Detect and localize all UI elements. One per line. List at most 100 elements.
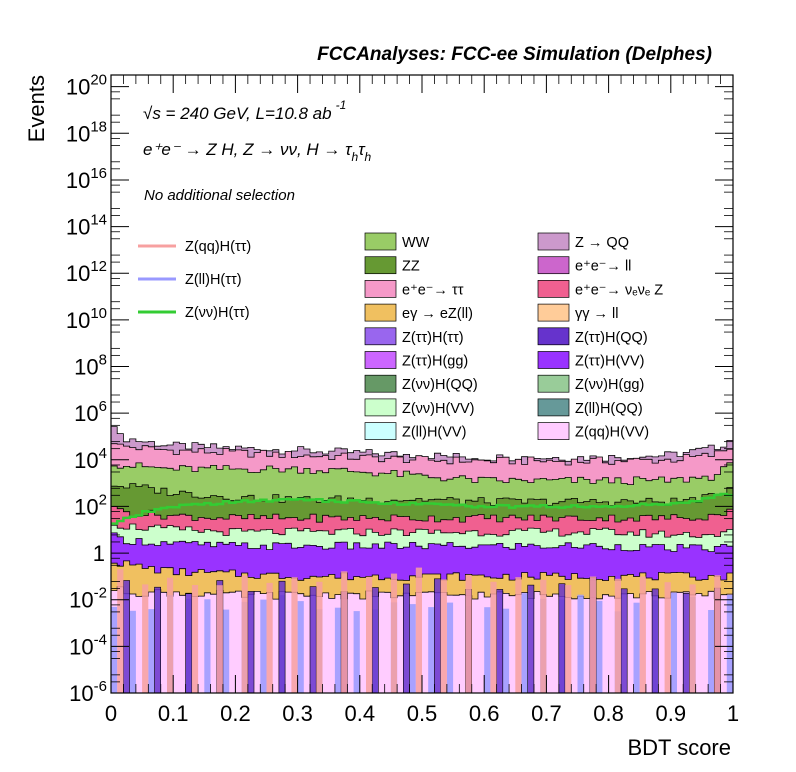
svg-text:e⁺e⁻ → Z H, Z → νν, H → τhτh: e⁺e⁻ → Z H, Z → νν, H → τhτh [143,140,372,164]
spike-1-67 [527,584,535,693]
spike-0-24 [260,599,267,693]
spike-2-37 [341,571,348,693]
spike-1-2 [123,580,130,693]
y-tick-label: 1012 [66,258,107,286]
spike-2-61 [490,581,497,693]
x-tick-label: 0.5 [407,701,438,726]
spike-1-7 [154,586,161,693]
spike-2-85 [639,576,646,693]
x-tick-label: 1 [727,701,739,726]
x-tick-label: 0.9 [656,701,687,726]
x-tick-label: 0.4 [345,701,376,726]
y-tick-label: 104 [74,445,107,473]
spike-1-12 [185,593,193,693]
legend-swatch-r5 [537,351,570,369]
legend-label-r4: Z(ττ)H(QQ) [575,330,648,346]
y-tick-label: 1018 [66,118,107,146]
y-tick-label: 106 [74,398,107,426]
legend-label-r7: Z(ll)H(QQ) [575,401,643,417]
annotation-process: e⁺e⁻ → Z H, Z → νν, H → τhτh [143,140,372,164]
legend-label-r0: Z → QQ [575,235,629,251]
spike-0-48 [409,604,416,693]
legend-swatch-r7 [537,398,570,417]
spike-2-93 [689,584,696,693]
x-tick-label: 0.3 [282,701,313,726]
legend-swatch-r6 [537,374,570,393]
y-tick-label: 102 [74,491,107,519]
spike-2-57 [465,575,472,693]
chart-title: FCCAnalyses: FCC-ee Simulation (Delphes) [317,44,712,65]
y-tick-label: 10-2 [69,585,107,613]
spike-1-32 [309,586,317,693]
spike-0-18 [223,609,230,693]
legend-swatch-r0 [537,232,570,251]
legend-swatch-l6 [364,374,397,393]
spike-0-84 [633,602,640,693]
y-tick-label: 1010 [66,305,107,333]
legend-swatch-r8 [537,422,570,440]
spike-2-97 [714,575,721,693]
spike-1-27 [278,580,286,693]
spike-0-78 [596,600,603,693]
spike-0-15 [204,599,211,693]
y-axis-ticks: 1020 1018 1016 1014 1012 1010 108 106 104 102 1 10-… [66,72,733,706]
spike-2-9 [167,577,174,693]
spike-0-51 [428,607,435,693]
spike-2-41 [366,576,373,693]
process-text: e⁺e⁻ → Z H, Z → νν, H → τ [143,140,353,159]
spike-0-3 [129,610,136,693]
spike-0-63 [502,608,510,693]
y-tick-label: 1 [93,541,105,566]
spike-2-13 [191,585,199,693]
x-tick-label: 0.1 [158,701,189,726]
spike-0-39 [353,611,360,693]
spike-2-45 [390,573,398,693]
legend-swatch-r2 [537,280,570,298]
spike-2-29 [291,577,298,693]
legend-label-l5: Z(ττ)H(gg) [402,354,468,370]
y-tick-label: 10-6 [69,678,107,706]
spike-0-66 [521,593,528,693]
legend-label-signal-2: Z(νν)H(ττ) [185,305,250,321]
legend-label-r3: γγ → ll [575,306,619,322]
spike-2-49 [415,567,422,693]
legend-label-r6: Z(νν)H(gg) [575,377,644,393]
spike-0-75 [577,594,584,693]
y-axis-label: Events [24,75,49,142]
y-tick-label: 1014 [66,212,107,240]
legend-label-l1: ZZ [402,259,420,275]
spike-1-42 [371,587,379,693]
spike-2-25 [266,582,273,693]
legend-swatch-l2 [364,280,397,298]
spike-0-36 [334,607,342,693]
spike-2-21 [241,575,248,693]
spike-1-92 [682,592,690,693]
legend-label-signal-1: Z(ll)H(ττ) [185,272,242,288]
spike-1-22 [247,591,255,693]
spike-1-72 [558,583,566,693]
legend-swatch-l0 [364,232,397,251]
x-tick-label: 0 [105,701,117,726]
spike-2-77 [589,576,597,693]
spike-2-5 [142,584,149,693]
legend-label-l2: e⁺e⁻→ ττ [402,282,464,298]
spike-0-99 [726,595,733,693]
x-tick-label: 0.8 [593,701,624,726]
spike-2-33 [316,581,323,693]
legend: Z(qq)H(ττ) Z(ll)H(ττ) Z(νν)H(ττ) WW ZZ e⁺e⁻→ … [138,232,663,441]
process-sub1: h [352,150,359,164]
x-axis-ticks: 0 0.1 0.2 0.3 0.4 0.5 0.6 0.7 0.8 0.9 1 [105,75,739,726]
legend-swatch-l5 [364,351,397,369]
spike-2-65 [515,577,522,693]
spike-2-89 [664,582,671,693]
x-tick-label: 0.6 [469,701,500,726]
spike-2-53 [440,579,447,693]
y-tick-label: 108 [74,352,107,380]
legend-swatch-r4 [537,327,570,346]
energy-exponent: -1 [336,98,347,112]
y-tick-label: 1016 [66,165,107,193]
annotation-energy: √s = 240 GeV, L=10.8 ab -1 [143,98,346,123]
legend-swatch-r3 [537,303,570,322]
spike-1-47 [402,583,410,693]
spike-2-73 [565,585,572,693]
